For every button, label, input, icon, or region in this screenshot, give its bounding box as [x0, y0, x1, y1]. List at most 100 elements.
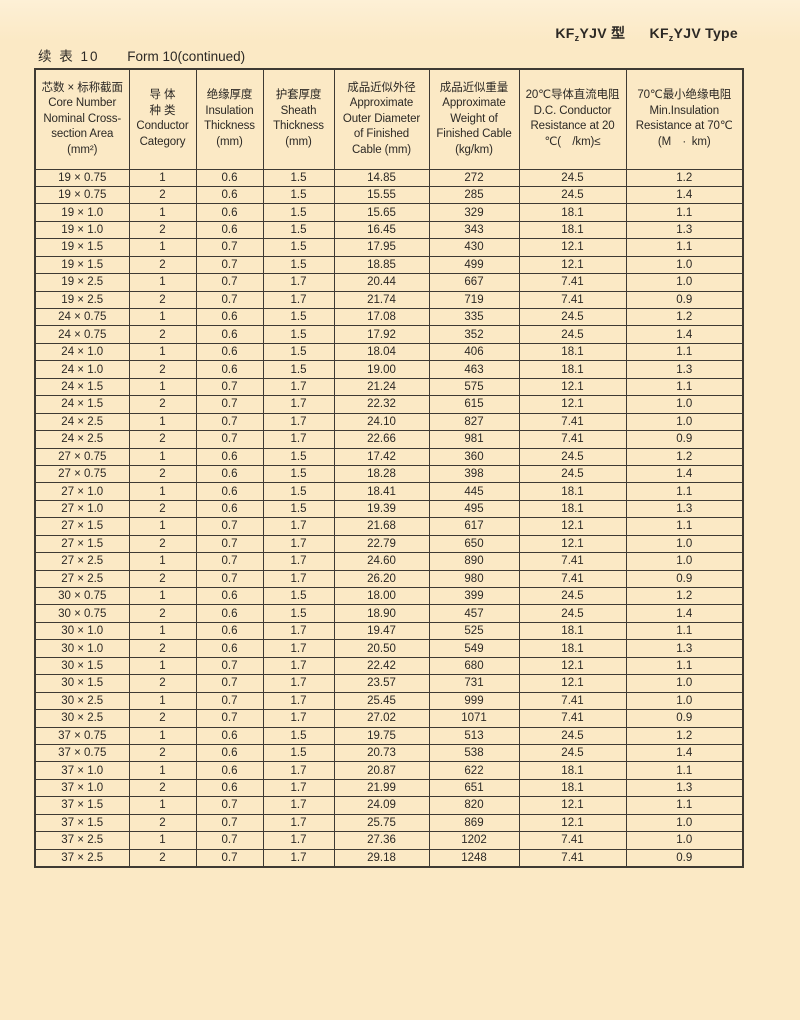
table-cell: 2 — [128, 464, 197, 484]
table-cell: 1 — [128, 412, 197, 432]
table-cell: 1 — [128, 447, 197, 466]
table-row: 30 × 0.75 1 0.6 1.5 18.00 399 24.5 1.2 — [34, 586, 744, 606]
table-row: 19 × 0.75 1 0.6 1.5 14.85 272 24.5 1.2 — [34, 168, 744, 187]
table-cell: 1.0 — [625, 412, 744, 432]
table-cell: 20.73 — [333, 743, 430, 763]
table-cell: 1 — [128, 761, 197, 780]
table-cell: 1.5 — [262, 342, 335, 362]
table-cell: 2 — [128, 430, 197, 449]
table-cell: 23.57 — [333, 674, 430, 693]
table-cell: 1.0 — [625, 813, 744, 833]
table-row: 37 × 1.0 1 0.6 1.7 20.87 622 18.1 1.1 — [34, 761, 744, 780]
table-cell: 18.1 — [518, 203, 627, 222]
table-cell: 19.00 — [333, 360, 430, 379]
table-cell: 1.7 — [262, 534, 335, 554]
table-cell: 37 × 1.0 — [34, 761, 130, 780]
table-cell: 0.6 — [195, 342, 264, 362]
table-row: 30 × 1.0 2 0.6 1.7 20.50 549 18.1 1.3 — [34, 639, 744, 658]
table-cell: 980 — [428, 569, 520, 589]
table-cell: 0.7 — [195, 691, 264, 711]
table-cell: 17.92 — [333, 325, 430, 344]
table-row: 24 × 0.75 1 0.6 1.5 17.08 335 24.5 1.2 — [34, 307, 744, 327]
table-cell: 1.5 — [262, 604, 335, 623]
table-cell: 1.7 — [262, 290, 335, 310]
table-cell: 0.6 — [195, 185, 264, 205]
table-row: 30 × 1.5 1 0.7 1.7 22.42 680 12.1 1.1 — [34, 656, 744, 676]
table-cell: 719 — [428, 290, 520, 310]
table-cell: 18.1 — [518, 342, 627, 362]
table-cell: 22.32 — [333, 395, 430, 414]
table-row: 19 × 2.5 1 0.7 1.7 20.44 667 7.41 1.0 — [34, 273, 744, 292]
column-header-min-insulation-resistance: 70℃最小绝缘电阻 Min.Insulation Resistance at 7… — [625, 68, 744, 170]
table-cell: 1.0 — [625, 674, 744, 693]
table-cell: 37 × 1.5 — [34, 813, 130, 833]
table-cell: 1.7 — [262, 273, 335, 292]
table-cell: 27 × 1.0 — [34, 482, 130, 501]
table-cell: 0.7 — [195, 238, 264, 257]
table-cell: 1248 — [428, 848, 520, 868]
table-row: 24 × 1.0 2 0.6 1.5 19.00 463 18.1 1.3 — [34, 360, 744, 379]
table-cell: 869 — [428, 813, 520, 833]
table-cell: 1.3 — [625, 778, 744, 798]
table-cell: 24.5 — [518, 604, 627, 623]
table-cell: 0.9 — [625, 290, 744, 310]
table-cell: 1.5 — [262, 325, 335, 344]
table-cell: 30 × 0.75 — [34, 586, 130, 606]
table-caption-cn: 续 表 10 — [38, 49, 100, 64]
table-cell: 12.1 — [518, 656, 627, 676]
table-cell: 7.41 — [518, 848, 627, 868]
table-row: 37 × 0.75 2 0.6 1.5 20.73 538 24.5 1.4 — [34, 743, 744, 763]
table-cell: 1.7 — [262, 412, 335, 432]
table-cell: 457 — [428, 604, 520, 623]
table-cell: 1 — [128, 168, 197, 187]
table-cell: 2 — [128, 395, 197, 414]
table-cell: 0.9 — [625, 848, 744, 868]
table-cell: 22.66 — [333, 430, 430, 449]
table-cell: 19 × 1.0 — [34, 220, 130, 240]
table-cell: 0.6 — [195, 604, 264, 623]
table-cell: 2 — [128, 499, 197, 519]
table-cell: 0.6 — [195, 586, 264, 606]
table-cell: 24 × 0.75 — [34, 307, 130, 327]
table-cell: 285 — [428, 185, 520, 205]
table-cell: 24 × 2.5 — [34, 412, 130, 432]
page-title: KFzYJV 型 KFzYJV Type — [555, 23, 738, 43]
table-cell: 272 — [428, 168, 520, 187]
table-cell: 1.0 — [625, 552, 744, 571]
table-cell: 0.7 — [195, 534, 264, 554]
table-cell: 1202 — [428, 831, 520, 850]
table-cell: 37 × 2.5 — [34, 848, 130, 868]
table-cell: 18.1 — [518, 220, 627, 240]
table-cell: 12.1 — [518, 255, 627, 275]
table-cell: 1.7 — [262, 831, 335, 850]
table-cell: 24 × 1.5 — [34, 395, 130, 414]
table-cell: 0.6 — [195, 203, 264, 222]
table-row: 27 × 1.0 2 0.6 1.5 19.39 495 18.1 1.3 — [34, 499, 744, 519]
table-cell: 1.1 — [625, 203, 744, 222]
column-header-weight: 成品近似重量 Approximate Weight of Finished Ca… — [428, 68, 520, 170]
table-cell: 1.5 — [262, 726, 335, 745]
table-cell: 1.1 — [625, 238, 744, 257]
table-cell: 21.99 — [333, 778, 430, 798]
column-header-insulation-thickness: 绝缘厚度 Insulation Thickness (mm) — [195, 68, 264, 170]
table-row: 27 × 1.5 1 0.7 1.7 21.68 617 12.1 1.1 — [34, 517, 744, 536]
table-cell: 18.1 — [518, 360, 627, 379]
column-header-core-number: 芯数 × 标称截面 Core Number Nominal Cross- sec… — [34, 68, 130, 170]
table-cell: 24.5 — [518, 307, 627, 327]
table-cell: 7.41 — [518, 569, 627, 589]
table-cell: 0.6 — [195, 220, 264, 240]
table-cell: 0.7 — [195, 290, 264, 310]
table-cell: 21.74 — [333, 290, 430, 310]
table-cell: 37 × 2.5 — [34, 831, 130, 850]
table-cell: 1.2 — [625, 307, 744, 327]
table-row: 27 × 0.75 1 0.6 1.5 17.42 360 24.5 1.2 — [34, 447, 744, 466]
table-cell: 0.7 — [195, 848, 264, 868]
table-cell: 25.45 — [333, 691, 430, 711]
table-row: 24 × 1.5 1 0.7 1.7 21.24 575 12.1 1.1 — [34, 377, 744, 397]
table-cell: 1.7 — [262, 639, 335, 658]
table-cell: 37 × 1.5 — [34, 796, 130, 815]
column-header-sheath-thickness: 护套厚度 Sheath Thickness (mm) — [262, 68, 335, 170]
table-cell: 1 — [128, 342, 197, 362]
table-cell: 18.1 — [518, 761, 627, 780]
